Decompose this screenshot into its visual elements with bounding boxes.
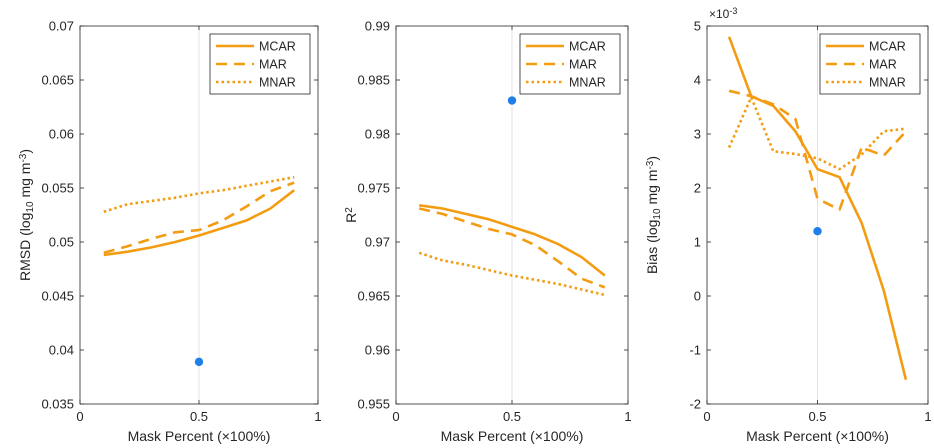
legend-label: MNAR [869,76,906,90]
y-tick-label: 0.065 [41,73,74,88]
y-tick-label: 0.965 [357,289,390,304]
x-tick-label: 0.5 [808,409,826,424]
y-tick-label: 0.955 [357,397,390,412]
series-line-mcar [103,189,295,257]
data-point [813,227,822,236]
y-tick-label: 4 [694,73,701,88]
y-axis-label: R2 [343,207,359,223]
chart-panel-3: -2 -1 0 1 2 3 4 5 0 0.5 1 Mask Percent (×100%) Bias … [644,6,932,444]
y-tick-label: 2 [694,181,701,196]
y-tick-label: 0.045 [41,289,74,304]
series-line-mcar [727,36,908,381]
y-axis-label: RMSD (log10 mg m-3) [17,149,36,281]
series-line-mnar [418,251,606,297]
y-tick-label: -2 [689,397,701,412]
y-tick-label: 0.96 [365,343,390,358]
y-tick-label: 0.04 [49,343,74,358]
y-tick-label: 0.055 [41,181,74,196]
y-tick-label: -1 [689,343,701,358]
legend: MCAR MAR MNAR [519,33,621,95]
chart-panel-1: 0.035 0.04 0.045 0.05 0.055 0.06 0.065 0.07 0 0.5… [17,19,322,445]
legend: MCAR MAR MNAR [819,33,921,95]
legend-label: MCAR [569,40,606,54]
x-tick-label: 0 [392,409,399,424]
y-tick-label: 0.06 [49,127,74,142]
series-line-mar [103,181,295,255]
y-tick-label: 0.97 [365,235,390,250]
y-tick-label: 0.05 [49,235,74,250]
series-line-mar [728,89,907,211]
y-tick-label: 5 [694,19,701,34]
y-tick-label: 0.98 [365,127,390,142]
y-tick-label: 0.975 [357,181,390,196]
y-tick-label: 0.99 [365,19,390,34]
x-axis-label: Mask Percent (×100%) [441,428,584,444]
y-tick-label: 3 [694,127,701,142]
y-tick-label: 0.035 [41,397,74,412]
x-tick-label: 0 [703,409,710,424]
legend: MCAR MAR MNAR [209,33,311,95]
y-tick-label: 1 [694,235,701,250]
legend-label: MAR [569,58,597,72]
x-tick-label: 0.5 [190,409,208,424]
x-tick-label: 0 [76,409,83,424]
y-tick-label: 0 [694,289,701,304]
x-tick-label: 0.5 [503,409,521,424]
legend-label: MCAR [869,40,906,54]
x-tick-label: 1 [624,409,631,424]
x-axis-label: Mask Percent (×100%) [128,428,271,444]
y-tick-label: 0.07 [49,19,74,34]
x-tick-label: 1 [924,409,931,424]
data-point [194,357,204,367]
y-tick-label: 0.985 [357,73,390,88]
x-axis-label: Mask Percent (×100%) [746,428,889,444]
data-point [507,96,517,105]
series-line-mcar [419,204,606,277]
y-multiplier: ×10-3 [709,6,737,21]
y-axis-label: Bias (log10 mg m-3) [644,156,663,274]
series-line-mnar [103,175,295,214]
legend-label: MNAR [569,76,606,90]
legend-label: MNAR [259,76,296,90]
x-tick-label: 1 [314,409,321,424]
legend-label: MAR [259,58,287,72]
series-line-mar [418,207,606,289]
legend-label: MAR [869,58,897,72]
chart-panel-2: 0.955 0.96 0.965 0.97 0.975 0.98 0.985 0.99 0 0.5… [343,19,632,445]
legend-label: MCAR [259,40,296,54]
